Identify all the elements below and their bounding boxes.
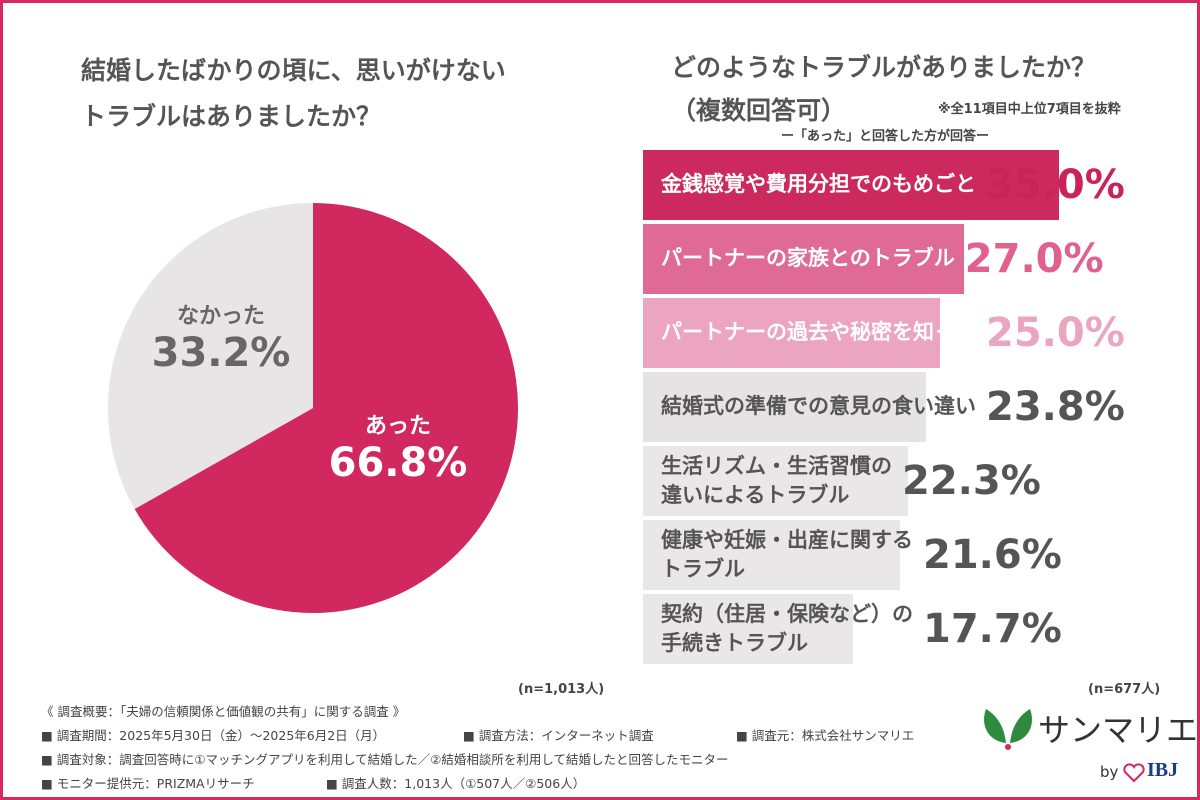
bar-subtitle: ー「あった」と回答した方が回答ー: [781, 129, 990, 144]
pie-slice: [134, 203, 518, 613]
logo-by: by: [1100, 763, 1119, 781]
bar-category: 金銭感覚や費用分担でのもめごと: [661, 172, 976, 197]
bar-category: 契約（住居・保険など）の 手続きトラブル: [661, 601, 913, 655]
bar-title: どのようなトラブルがありましたか？: [671, 53, 1097, 82]
footer-item: ■ 調査方法：インターネット調査: [463, 728, 654, 743]
bar-row: パートナーの家族とのトラブル 27.0%: [643, 224, 1183, 294]
pie-value: 66.8%: [328, 440, 468, 486]
bar-category: パートナーの過去や秘密を知った: [661, 320, 976, 345]
pie-label: なかった 33.2%: [121, 298, 321, 376]
footer-item: ■ 調査元：株式会社サンマリエ: [736, 728, 915, 743]
pie-category: あった: [364, 414, 431, 439]
bar: [643, 372, 926, 442]
bar: [643, 224, 964, 294]
pie-chart: [108, 203, 518, 613]
footer-title: 《 調査概要：「夫婦の信頼関係と価値観の共有」に関する調査 》: [41, 704, 406, 719]
pie-slice: [108, 203, 313, 510]
bar-value: 25.0%: [986, 310, 1125, 356]
bar-category: 結婚式の準備での意見の食い違い: [661, 394, 976, 419]
bar-row: 生活リズム・生活習慣の 違いによるトラブル 22.3%: [643, 446, 1183, 516]
bar: [643, 446, 909, 516]
bar-labels: 契約（住居・保険など）の 手続きトラブル 17.7%: [661, 594, 1062, 664]
bar: [643, 594, 854, 664]
bar-labels: パートナーの家族とのトラブル 27.0%: [661, 224, 1104, 294]
bar-category: パートナーの家族とのトラブル: [661, 246, 955, 271]
logo-heart: [1123, 763, 1145, 783]
pie-category: なかった: [176, 304, 265, 329]
bar-row: 契約（住居・保険など）の 手続きトラブル 17.7%: [643, 594, 1183, 664]
bar-labels: 生活リズム・生活習慣の 違いによるトラブル 22.3%: [661, 446, 1041, 516]
bar-labels: 健康や妊娠・出産に関する トラブル 21.6%: [661, 520, 1062, 590]
bar-row: 金銭感覚や費用分担でのもめごと 35.0%: [643, 150, 1183, 220]
footer-item: ■ 調査対象：調査回答時に①マッチングアプリを利用して結婚した／②結婚相談所を利…: [41, 752, 729, 767]
logo-brand: IBJ: [1147, 759, 1179, 781]
pie-label: あった 66.8%: [298, 408, 498, 486]
logo-icon: [984, 709, 1032, 750]
bar-category: 生活リズム・生活習慣の 違いによるトラブル: [661, 453, 892, 507]
bar-row: 結婚式の準備での意見の食い違い 23.8%: [643, 372, 1183, 442]
bar-value: 23.8%: [986, 384, 1125, 430]
pie-value: 33.2%: [151, 330, 291, 376]
pie-title-line: トラブルはありましたか？: [81, 102, 382, 131]
bar: [643, 520, 900, 590]
footer-item: ■ 調査期間：2025年5月30日（金）〜2025年6月2日（月）: [41, 728, 386, 743]
bar-labels: 金銭感覚や費用分担でのもめごと 35.0%: [661, 150, 1125, 220]
bar-remark: ※全11項目中上位7項目を抜粋: [938, 102, 1121, 117]
bar-row: パートナーの過去や秘密を知った 25.0%: [643, 298, 1183, 368]
bar-labels: パートナーの過去や秘密を知った 25.0%: [661, 298, 1125, 368]
bar-value: 17.7%: [923, 606, 1062, 652]
bar-category: 健康や妊娠・出産に関する トラブル: [661, 527, 913, 581]
footer-item: ■ モニター提供元：PRIZMAリサーチ: [41, 776, 255, 791]
bar: [643, 150, 1059, 220]
logo-name: サンマリエ: [1038, 711, 1199, 749]
pie-title: 結婚したばかりの頃に、思いがけない トラブルはありましたか？: [81, 48, 506, 140]
bar-value: 22.3%: [902, 458, 1041, 504]
bar-value: 27.0%: [964, 236, 1104, 282]
bar-value: 35.0%: [986, 162, 1125, 208]
bar-title: （複数回答可）: [671, 96, 847, 125]
bar-row: 健康や妊娠・出産に関する トラブル 21.6%: [643, 520, 1183, 590]
pie-note: (n=1,013人): [518, 682, 605, 697]
pie-title-line: 結婚したばかりの頃に、思いがけない: [81, 56, 506, 85]
bar-value: 21.6%: [923, 532, 1062, 578]
bar-labels: 結婚式の準備での意見の食い違い 23.8%: [661, 372, 1125, 442]
footer-item: ■ 調査人数：1,013人（①507人／②506人）: [326, 776, 586, 791]
bar-note: (n=677人): [1088, 682, 1161, 697]
bar: [643, 298, 941, 368]
